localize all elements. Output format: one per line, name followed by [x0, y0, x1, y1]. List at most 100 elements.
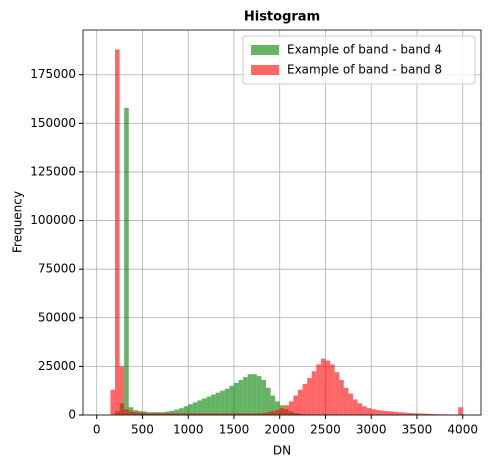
bar — [352, 399, 358, 415]
bar — [165, 411, 170, 415]
bar — [179, 408, 184, 415]
bar — [293, 395, 299, 415]
bar — [458, 407, 463, 415]
bar — [174, 413, 180, 415]
x-tick-label: 1500 — [219, 423, 250, 437]
bar — [288, 401, 294, 415]
bar — [211, 413, 216, 415]
bar — [188, 404, 193, 415]
bar — [403, 412, 408, 415]
bar — [119, 366, 125, 415]
bar — [279, 408, 285, 415]
bar — [183, 406, 189, 415]
bar — [224, 388, 230, 415]
bar — [156, 413, 161, 415]
x-tick-label: 4000 — [447, 423, 478, 437]
bar — [265, 412, 271, 415]
bar — [325, 360, 331, 415]
bar — [233, 382, 239, 415]
bar — [174, 409, 180, 415]
bar — [339, 380, 344, 415]
bar — [229, 413, 234, 415]
bar — [311, 371, 317, 415]
x-tick-label: 2500 — [310, 423, 341, 437]
bar — [233, 413, 239, 415]
bar — [343, 387, 349, 415]
bar — [201, 413, 207, 415]
legend-label: Example of band - band 8 — [287, 63, 442, 77]
bar — [256, 376, 262, 415]
bar — [220, 390, 225, 415]
x-tick-label: 3000 — [356, 423, 387, 437]
bar — [215, 392, 221, 415]
bar — [142, 413, 148, 415]
bar — [201, 398, 207, 415]
y-tick-label: 150000 — [30, 116, 76, 130]
bar — [302, 383, 308, 415]
y-axis-label: Frequency — [11, 191, 25, 253]
bar — [398, 412, 404, 415]
bar — [256, 413, 262, 415]
bar — [215, 413, 221, 415]
x-tick-label: 0 — [93, 423, 101, 437]
bar — [412, 413, 417, 415]
bar — [160, 413, 166, 415]
bar — [192, 402, 198, 415]
legend-box — [242, 35, 476, 85]
bar — [380, 410, 385, 415]
x-axis-label: DN — [273, 444, 291, 458]
bar — [137, 412, 143, 415]
bar — [206, 396, 212, 415]
bar — [426, 413, 431, 415]
bar — [261, 380, 266, 415]
bar — [124, 107, 129, 416]
bar — [348, 393, 353, 415]
bar — [169, 413, 175, 415]
bar — [362, 406, 367, 415]
bar — [147, 413, 152, 415]
bar — [284, 405, 289, 415]
bar — [421, 413, 427, 415]
bar — [229, 385, 234, 415]
bar — [238, 380, 244, 415]
x-tick-label: 1000 — [173, 423, 204, 437]
bar — [192, 413, 198, 415]
bar — [151, 413, 157, 415]
bar — [238, 413, 244, 415]
bar — [247, 413, 253, 415]
bar — [243, 377, 248, 415]
bar — [211, 394, 216, 415]
y-tick-label: 75000 — [38, 262, 76, 276]
bar — [115, 49, 120, 415]
x-tick-label: 500 — [131, 423, 154, 437]
bar — [197, 400, 202, 415]
y-tick-label: 125000 — [30, 164, 76, 178]
bar — [247, 374, 253, 415]
legend-swatch — [251, 45, 279, 55]
bar — [320, 358, 326, 415]
y-tick-label: 175000 — [30, 67, 76, 81]
bar — [224, 413, 230, 415]
bar — [165, 413, 170, 415]
bar — [298, 389, 303, 415]
bar — [316, 364, 321, 415]
legend-label: Example of band - band 4 — [287, 43, 442, 57]
bar — [124, 409, 129, 415]
bar — [206, 413, 212, 415]
bar — [197, 413, 202, 415]
bar — [330, 364, 335, 415]
y-tick-label: 0 — [68, 408, 76, 422]
bar — [183, 413, 189, 415]
bar — [252, 374, 257, 415]
bar — [270, 411, 276, 415]
bar — [384, 411, 390, 415]
plot-frame — [82, 29, 482, 416]
bar — [407, 413, 413, 415]
bar — [371, 409, 376, 415]
y-tick-label: 25000 — [38, 359, 76, 373]
bar — [430, 414, 436, 415]
x-tick-label: 3500 — [402, 423, 433, 437]
bar — [307, 378, 312, 415]
bar — [252, 413, 257, 415]
